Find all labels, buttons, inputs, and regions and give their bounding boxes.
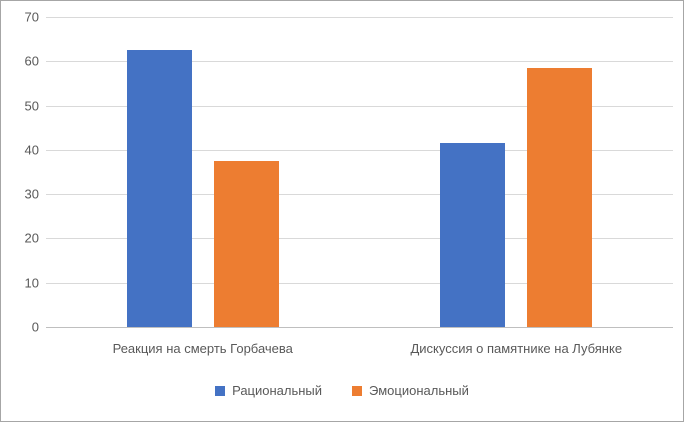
y-tick-label: 70 xyxy=(24,9,39,25)
y-tick-label: 40 xyxy=(24,142,39,158)
gridline xyxy=(46,238,673,240)
y-tick-label: 30 xyxy=(24,186,39,202)
bar-series1-category1 xyxy=(126,50,192,327)
bar-series1-category2 xyxy=(440,143,506,327)
category-label: Реакция на смерть Горбачева xyxy=(112,341,293,356)
legend-label: Рациональный xyxy=(232,383,323,398)
y-tick-label: 10 xyxy=(24,275,39,291)
gridline xyxy=(46,105,673,107)
y-tick-label: 20 xyxy=(24,230,39,246)
gridline xyxy=(46,17,673,18)
category-label: Дискуссия о памятнике на Лубянке xyxy=(410,341,623,356)
y-tick-label: 0 xyxy=(31,319,39,335)
gridline xyxy=(46,61,673,63)
y-tick-label: 60 xyxy=(24,53,39,69)
legend-label: Эмоциональный xyxy=(369,383,469,398)
bar-series2-category1 xyxy=(213,160,279,327)
x-axis-line xyxy=(46,327,673,328)
gridline xyxy=(46,149,673,151)
y-tick-label: 50 xyxy=(24,98,39,114)
legend-swatch-icon xyxy=(352,385,363,396)
legend-item-series1: Рациональный xyxy=(215,383,322,398)
bar-series2-category2 xyxy=(527,67,593,327)
gridline xyxy=(46,194,673,196)
legend-swatch-icon xyxy=(215,385,226,396)
legend: Рациональный Эмоциональный xyxy=(1,383,683,398)
legend-item-series2: Эмоциональный xyxy=(352,383,469,398)
gridline xyxy=(46,282,673,284)
